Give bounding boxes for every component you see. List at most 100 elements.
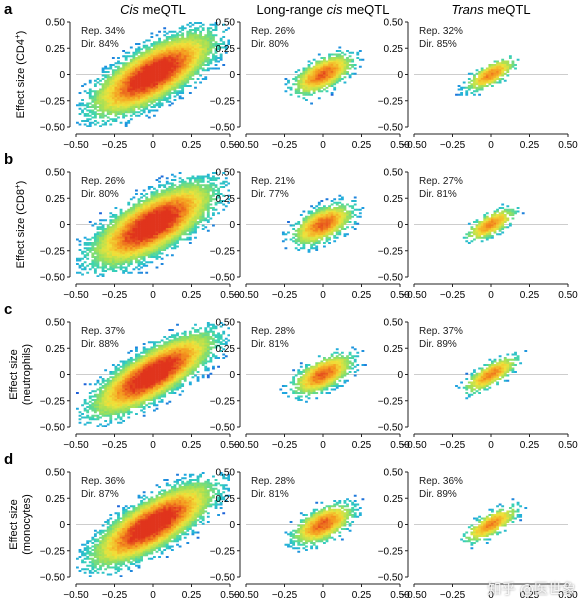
- density-bin: [181, 201, 185, 204]
- density-bin: [212, 207, 215, 209]
- density-bin: [315, 81, 319, 84]
- density-bin: [201, 46, 205, 49]
- density-bin: [155, 81, 159, 84]
- density-bin: [106, 233, 110, 236]
- density-bin: [147, 217, 151, 220]
- density-bin: [168, 231, 172, 234]
- density-bin: [122, 67, 126, 70]
- density-bin: [127, 228, 131, 230]
- density-bin: [155, 196, 159, 199]
- density-bin: [142, 217, 146, 220]
- density-bin: [132, 362, 136, 365]
- density-bin: [117, 240, 120, 243]
- density-bin: [127, 383, 131, 386]
- density-bin: [153, 62, 156, 65]
- density-bin: [155, 72, 159, 75]
- density-bin: [129, 395, 133, 398]
- density-bin: [170, 30, 174, 33]
- density-bin: [302, 83, 306, 86]
- density-bin: [168, 74, 172, 77]
- density-bin: [506, 219, 510, 222]
- density-bin: [158, 37, 161, 40]
- density-bin: [142, 231, 146, 234]
- density-bin: [181, 78, 185, 80]
- density-bin: [299, 74, 303, 77]
- density-bin: [191, 74, 195, 77]
- density-bin: [338, 226, 342, 229]
- density-bin: [137, 58, 141, 61]
- density-bin: [142, 238, 146, 241]
- density-bin: [165, 238, 169, 241]
- density-bin: [170, 74, 174, 77]
- density-bin: [111, 233, 115, 236]
- density-bin: [101, 228, 105, 230]
- density-bin: [109, 264, 113, 267]
- density-bin: [287, 81, 290, 84]
- density-bin: [206, 32, 210, 35]
- density-bin: [142, 55, 146, 58]
- density-bin: [465, 86, 469, 89]
- density-bin: [86, 414, 90, 417]
- density-bin: [186, 30, 190, 33]
- density-bin: [78, 123, 82, 126]
- density-bin: [315, 245, 319, 248]
- density-bin: [204, 44, 208, 47]
- density-bin: [119, 72, 123, 75]
- density-bin: [147, 236, 151, 239]
- density-bin: [315, 217, 319, 220]
- density-bin: [150, 231, 154, 234]
- density-bin: [188, 229, 192, 232]
- density-bin: [83, 247, 87, 250]
- density-bin: [129, 62, 133, 65]
- density-bin: [101, 242, 105, 244]
- density-bin: [104, 425, 108, 427]
- density-bin: [483, 81, 487, 84]
- density-bin: [158, 85, 161, 87]
- density-bin: [328, 212, 331, 215]
- density-bin: [150, 200, 154, 202]
- density-bin: [188, 72, 192, 75]
- density-bin: [127, 362, 131, 365]
- density-bin: [214, 58, 218, 61]
- density-bin: [201, 180, 205, 183]
- density-bin: [104, 85, 108, 87]
- density-bin: [163, 30, 167, 33]
- density-bin: [119, 97, 123, 100]
- density-bin: [142, 58, 146, 61]
- density-bin: [224, 184, 228, 187]
- density-bin: [155, 60, 159, 63]
- density-bin: [158, 249, 161, 251]
- density-bin: [104, 100, 108, 103]
- density-bin: [206, 175, 210, 178]
- density-bin: [93, 113, 97, 115]
- density-bin: [312, 78, 316, 80]
- density-bin: [124, 388, 128, 391]
- density-bin: [348, 55, 352, 58]
- density-bin: [109, 420, 113, 422]
- density-bin: [93, 252, 97, 255]
- density-bin: [297, 233, 301, 236]
- density-bin: [165, 203, 169, 206]
- density-bin: [135, 69, 138, 72]
- density-bin: [147, 46, 151, 49]
- density-bin: [320, 85, 324, 87]
- density-bin: [173, 198, 177, 201]
- density-bin: [328, 71, 331, 73]
- density-bin: [325, 210, 329, 213]
- density-bin: [163, 50, 167, 52]
- density-bin: [111, 229, 115, 232]
- density-bin: [135, 250, 138, 253]
- x-tick-label: 0: [488, 290, 494, 301]
- density-bin: [173, 219, 177, 222]
- density-bin: [498, 212, 502, 215]
- density-bin: [340, 57, 344, 59]
- x-tick-label: −0.50: [63, 290, 89, 301]
- density-bin: [101, 273, 105, 276]
- density-bin: [165, 217, 169, 220]
- density-bin: [338, 78, 342, 80]
- density-bin: [176, 189, 179, 192]
- density-bin: [496, 67, 499, 70]
- density-bin: [150, 215, 154, 218]
- density-bin: [99, 247, 102, 250]
- density-bin: [176, 229, 179, 232]
